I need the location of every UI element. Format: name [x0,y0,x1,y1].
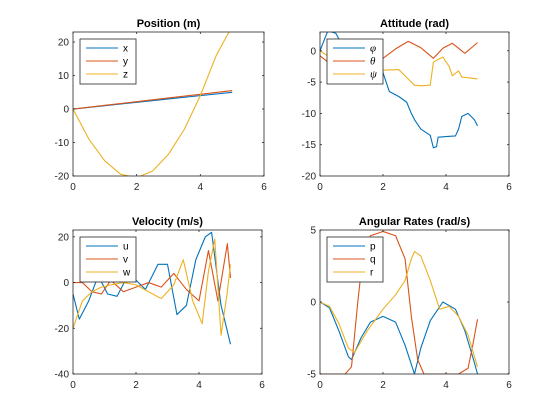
velocity-m-s-legend-label-u: u [123,242,129,253]
angular-rates-rad-s-title: Angular Rates (rad/s) [359,216,471,228]
position-m-title: Position (m) [137,18,201,30]
position-m-series-y-line [73,90,233,110]
attitude-rad-y-tick-label: 0 [310,46,316,57]
velocity-m-s-title: Velocity (m/s) [132,216,203,228]
subplot-attitude-rad: 0 2 4 6 -20 -15 -10 -5 0 Attitude (rad) φθψ [302,18,513,193]
attitude-rad-legend: φθψ [326,38,384,85]
angular-rates-rad-s-series-p-line [320,301,479,374]
position-m-y-tick-label: -10 [55,138,70,149]
attitude-rad-y-tick-label: -10 [302,109,317,120]
attitude-rad-x-tick-label: 0 [317,182,323,193]
position-m-legend: xyz [79,38,137,85]
angular-rates-rad-s-legend-label-p: p [370,242,376,253]
position-m-x-tick-label: 6 [261,182,267,193]
velocity-m-s-y-tick-label: -20 [55,324,70,335]
velocity-m-s-y-tick-label: 0 [63,278,69,289]
position-m-y-tick-label: 20 [58,38,70,49]
angular-rates-rad-s-y-tick-label: 0 [310,298,316,309]
position-m-x-tick-label: 2 [134,182,140,193]
angular-rates-rad-s-x-tick-label: 2 [380,380,386,391]
position-m-x-tick-label: 0 [70,182,76,193]
attitude-rad-x-tick-label: 2 [380,182,386,193]
angular-rates-rad-s-x-tick-label: 0 [317,380,323,391]
attitude-rad-legend-label-psi: ψ [370,69,377,81]
velocity-m-s-series-v-line [73,243,232,302]
attitude-rad-x-tick-label: 6 [506,182,512,193]
attitude-rad-y-tick-label: -5 [307,78,316,89]
angular-rates-rad-s-legend-label-r: r [370,268,374,279]
velocity-m-s-legend: uvw [79,236,137,283]
velocity-m-s-legend-label-v: v [123,255,128,266]
angular-rates-rad-s-legend-label-q: q [370,255,376,266]
velocity-m-s-x-tick-label: 2 [133,380,139,391]
velocity-m-s-axes-box [72,229,263,375]
angular-rates-rad-s-x-tick-label: 4 [443,380,449,391]
velocity-m-s-x-tick-label: 4 [196,380,202,391]
position-m-legend-label-y: y [123,57,128,68]
velocity-m-s-series-w-line [73,238,232,336]
velocity-m-s-x-tick-label: 0 [70,380,76,391]
position-m-x-tick-label: 4 [198,182,204,193]
angular-rates-rad-s-legend: pqr [326,236,384,283]
position-m-y-tick-label: 0 [63,105,69,116]
attitude-rad-y-tick-label: -15 [302,140,317,151]
attitude-rad-x-tick-label: 4 [443,182,449,193]
position-m-axes-box [72,31,265,177]
subplot-velocity-m-s: 0 2 4 6 -40 -20 0 20 Velocity (m/s) uvw [55,216,266,391]
attitude-rad-title: Attitude (rad) [380,18,449,30]
position-m-legend-label-x: x [123,44,128,55]
angular-rates-rad-s-x-tick-label: 6 [506,380,512,391]
angular-rates-rad-s-series-r-line [320,251,479,367]
attitude-rad-legend-label-phi: φ [370,43,376,55]
position-m-y-tick-label: -20 [55,172,70,183]
angular-rates-rad-s-series-q-line [320,230,479,374]
position-m-y-tick-label: 10 [58,71,70,82]
angular-rates-rad-s-y-tick-label: 5 [310,226,316,237]
attitude-rad-axes-box [319,31,510,177]
velocity-m-s-y-tick-label: 20 [58,232,70,243]
position-m-legend-label-z: z [123,70,128,81]
attitude-rad-legend-label-theta: θ [370,56,376,68]
velocity-m-s-y-tick-label: -40 [55,370,70,381]
velocity-m-s-x-tick-label: 6 [259,380,265,391]
velocity-m-s-legend-label-w: w [122,268,131,279]
position-m-series-z-line [73,32,230,176]
attitude-rad-y-tick-label: -20 [302,172,317,183]
angular-rates-rad-s-y-tick-label: -5 [307,370,316,381]
